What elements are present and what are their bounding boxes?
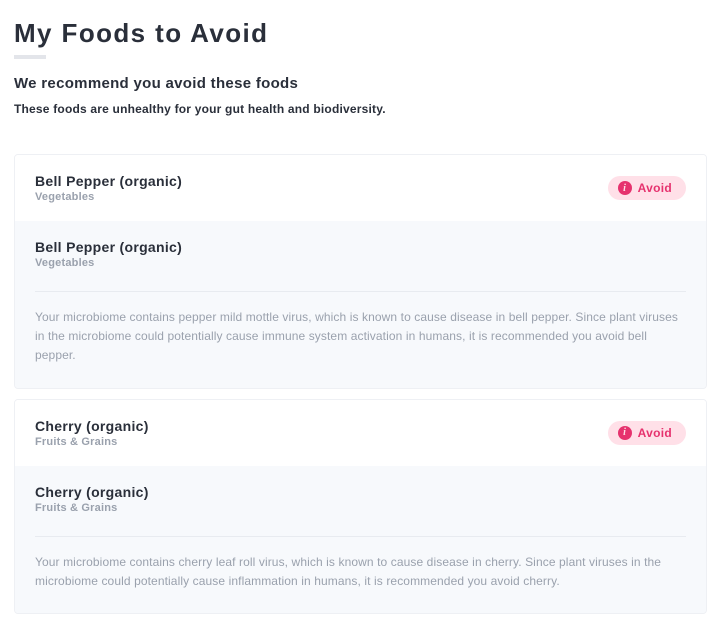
food-name: Cherry (organic): [35, 484, 686, 500]
avoid-badge-label: Avoid: [638, 426, 672, 440]
title-underline: [14, 55, 46, 59]
food-card-expanded: Bell Pepper (organic) Vegetables Your mi…: [15, 221, 706, 388]
food-card: Cherry (organic) Fruits & Grains i Avoid…: [14, 399, 707, 614]
avoid-badge: i Avoid: [608, 421, 686, 445]
food-category: Vegetables: [35, 191, 182, 203]
info-icon: i: [618, 181, 632, 195]
food-category: Vegetables: [35, 257, 686, 269]
food-explanation: Your microbiome contains pepper mild mot…: [35, 308, 686, 366]
food-card: Bell Pepper (organic) Vegetables i Avoid…: [14, 154, 707, 389]
food-name: Cherry (organic): [35, 418, 149, 434]
avoid-badge: i Avoid: [608, 176, 686, 200]
page-description: These foods are unhealthy for your gut h…: [14, 102, 707, 116]
food-card-expanded: Cherry (organic) Fruits & Grains Your mi…: [15, 466, 706, 613]
food-card-header[interactable]: Bell Pepper (organic) Vegetables i Avoid: [15, 155, 706, 221]
food-category: Fruits & Grains: [35, 502, 686, 514]
food-name: Bell Pepper (organic): [35, 173, 182, 189]
food-category: Fruits & Grains: [35, 436, 149, 448]
info-icon: i: [618, 426, 632, 440]
food-name: Bell Pepper (organic): [35, 239, 686, 255]
page-subtitle: We recommend you avoid these foods: [14, 75, 707, 92]
food-info: Cherry (organic) Fruits & Grains: [35, 418, 149, 448]
divider: [35, 291, 686, 292]
divider: [35, 536, 686, 537]
food-card-header[interactable]: Cherry (organic) Fruits & Grains i Avoid: [15, 400, 706, 466]
food-info: Bell Pepper (organic) Vegetables: [35, 173, 182, 203]
page-title: My Foods to Avoid: [14, 18, 707, 49]
food-explanation: Your microbiome contains cherry leaf rol…: [35, 553, 686, 591]
avoid-badge-label: Avoid: [638, 181, 672, 195]
